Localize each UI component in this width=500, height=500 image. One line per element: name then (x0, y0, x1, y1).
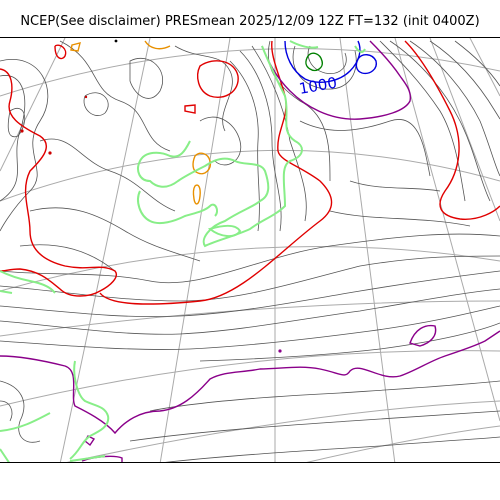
longitude-line (159, 38, 231, 462)
marker-dot (278, 349, 282, 353)
chart-title: NCEP(See disclaimer) PRESmean 2025/12/09… (20, 14, 480, 29)
graticule (0, 38, 500, 462)
blue-isobar (355, 54, 377, 75)
isobar-line (0, 270, 500, 318)
coastline (0, 270, 56, 294)
isobar-line (199, 116, 242, 166)
latitude-line (0, 149, 500, 202)
map-frame: 1000 (0, 37, 500, 463)
isobar-line (129, 58, 163, 99)
isobar-line (199, 322, 500, 362)
coastline (207, 224, 242, 237)
coastline (69, 360, 110, 460)
isobar-line (29, 207, 201, 262)
coastline (289, 40, 319, 49)
isobar-line (174, 45, 233, 132)
marker-dot (114, 39, 118, 43)
red-isobar (54, 44, 67, 60)
isobar-line (429, 40, 500, 120)
isobar-line (329, 210, 471, 227)
red-isobar (0, 68, 117, 297)
isobar-line (0, 305, 500, 350)
blue-isobar (284, 40, 361, 83)
longitude-line (429, 38, 500, 222)
latitude-line (0, 245, 500, 292)
isobar-line (379, 40, 466, 202)
coastline (137, 45, 303, 248)
point-markers (20, 95, 88, 155)
isobar-line (0, 255, 500, 302)
isobar-line (349, 180, 441, 192)
isobar-line (59, 40, 171, 152)
latitude-line (0, 300, 500, 337)
isobar-line (165, 436, 500, 462)
latitude-line (0, 48, 500, 97)
coastline (0, 412, 51, 432)
isobar-line (0, 380, 41, 443)
isobar-line (83, 92, 109, 116)
isobar-line (389, 40, 491, 202)
highlighted-isobars (0, 40, 500, 462)
isobar-line (229, 60, 260, 232)
coastline (69, 455, 106, 462)
orange-isobar (192, 152, 212, 175)
isobar-line (129, 410, 500, 442)
isobar-line (267, 40, 331, 182)
green-isobar (305, 52, 323, 72)
red-isobar (184, 104, 196, 114)
isobar-line (454, 40, 500, 87)
latitude-line (306, 425, 500, 462)
marker-dot (20, 129, 24, 133)
coastline (137, 190, 219, 225)
isobar-line (0, 233, 500, 284)
isobars (0, 40, 500, 462)
coastlines (0, 40, 366, 462)
longitude-line (59, 38, 151, 462)
latitude-line (0, 350, 500, 407)
purple-isobar (261, 40, 412, 120)
latitude-line (66, 400, 500, 462)
marker-dot (48, 151, 52, 155)
isobar-line (149, 380, 500, 412)
isobar-line (0, 400, 13, 422)
purple-isobar (0, 330, 500, 435)
orange-isobar (192, 184, 201, 205)
isobar-line (251, 45, 307, 222)
orange-isobar (70, 42, 81, 52)
isobar-line (0, 75, 26, 202)
red-isobar (404, 40, 500, 220)
longitude-line (0, 38, 66, 172)
coastline (0, 290, 13, 294)
purple-isobar (409, 324, 437, 347)
isobar-line (239, 50, 282, 232)
isobar-line (7, 108, 26, 138)
isobar-line (292, 45, 357, 90)
coastline (0, 448, 10, 462)
red-isobar (197, 60, 239, 98)
isobar-line (0, 59, 49, 232)
longitude-line (339, 38, 396, 462)
isobar-label-1000: 1000 (298, 74, 339, 98)
coastline (354, 45, 366, 53)
pressure-map: 1000 (0, 38, 500, 462)
isobar-line (299, 119, 431, 177)
orange-isobar (144, 40, 171, 50)
longitude-line (394, 38, 500, 422)
marker-dot (84, 95, 88, 99)
isobar-line (39, 138, 176, 212)
isobar-line (409, 40, 500, 177)
isobar-line (0, 288, 500, 335)
